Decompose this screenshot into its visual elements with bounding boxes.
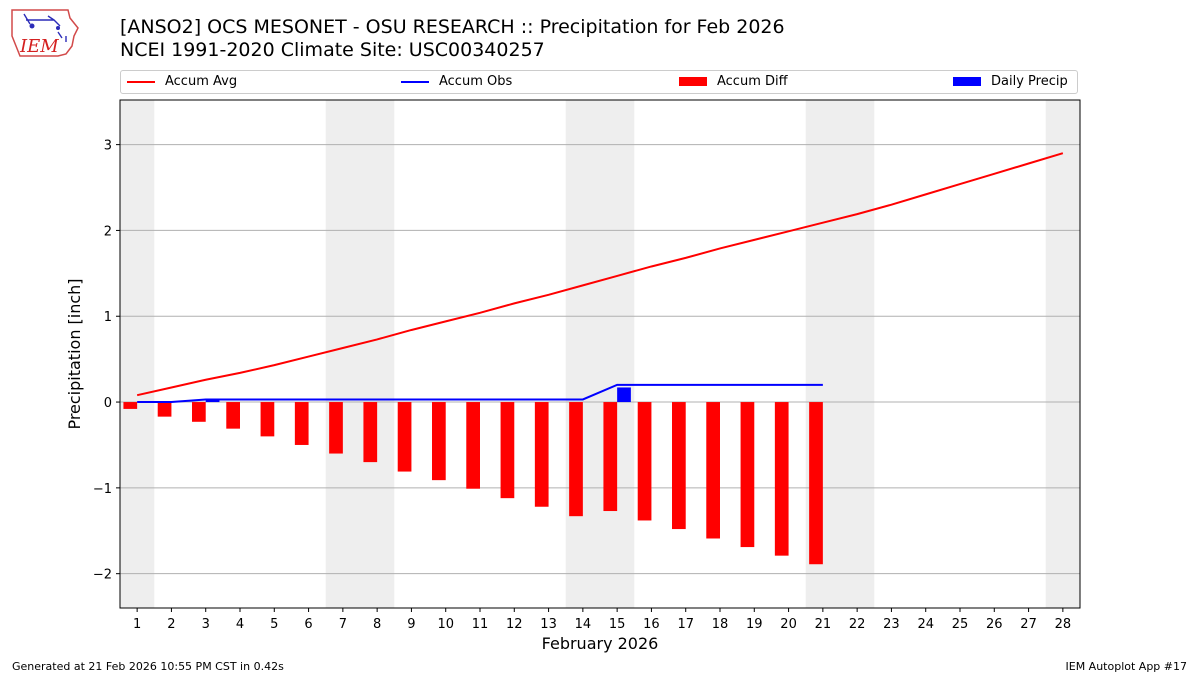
footer-generated: Generated at 21 Feb 2026 10:55 PM CST in… bbox=[12, 660, 284, 673]
ytick-label-0: −2 bbox=[93, 568, 112, 583]
accum-diff-bar-6 bbox=[294, 402, 309, 445]
daily-precip-bar-15 bbox=[617, 387, 631, 403]
legend-item-accum-avg: Accum Avg bbox=[127, 74, 237, 89]
xtick-label-25: 25 bbox=[952, 617, 969, 632]
weekend-shade-1 bbox=[120, 100, 155, 608]
accum-diff-bar-16 bbox=[637, 402, 652, 521]
xtick-label-8: 8 bbox=[373, 617, 381, 632]
legend-swatch-accum-obs bbox=[401, 80, 429, 83]
xtick-label-23: 23 bbox=[883, 617, 900, 632]
xtick-label-19: 19 bbox=[746, 617, 763, 632]
xtick-label-11: 11 bbox=[472, 617, 489, 632]
legend-swatch-accum-avg bbox=[127, 80, 155, 83]
xtick-label-27: 27 bbox=[1020, 617, 1037, 632]
xtick-label-10: 10 bbox=[437, 617, 454, 632]
xtick-label-13: 13 bbox=[540, 617, 557, 632]
accum-avg-line bbox=[136, 152, 1064, 397]
footer-app: IEM Autoplot App #17 bbox=[1065, 660, 1188, 673]
accum-diff-bar-5 bbox=[260, 402, 275, 437]
accum-diff-bar-7 bbox=[329, 402, 343, 454]
xtick-label-28: 28 bbox=[1055, 617, 1072, 632]
xtick-label-6: 6 bbox=[304, 617, 312, 632]
legend-swatch-accum-diff bbox=[679, 77, 707, 86]
iem-logo: IEM bbox=[8, 6, 80, 58]
legend-item-accum-diff: Accum Diff bbox=[679, 74, 788, 89]
legend: Accum Avg Accum Obs Accum Diff Daily Pre… bbox=[120, 70, 1078, 94]
weekend-shade-22 bbox=[840, 100, 875, 608]
chart-subtitle: NCEI 1991-2020 Climate Site: USC00340257 bbox=[120, 39, 545, 61]
accum-diff-bar-19 bbox=[740, 402, 755, 548]
legend-label-accum-diff: Accum Diff bbox=[717, 74, 788, 89]
weekend-shade-14 bbox=[565, 100, 600, 608]
xtick-label-17: 17 bbox=[677, 617, 694, 632]
legend-label-accum-obs: Accum Obs bbox=[439, 74, 513, 89]
weekend-shade-28 bbox=[1045, 100, 1080, 608]
accum-diff-bar-11 bbox=[466, 402, 480, 489]
accum-diff-bar-12 bbox=[500, 402, 515, 499]
accum-diff-bar-17 bbox=[672, 402, 686, 530]
xtick-label-7: 7 bbox=[339, 617, 347, 632]
ytick-label-4: 2 bbox=[104, 224, 112, 239]
xtick-label-24: 24 bbox=[917, 617, 934, 632]
xtick-label-14: 14 bbox=[575, 617, 592, 632]
y-axis-label: Precipitation [inch] bbox=[65, 278, 84, 429]
xtick-label-1: 1 bbox=[133, 617, 141, 632]
accum-diff-bar-10 bbox=[432, 402, 446, 481]
accum-diff-bar-21 bbox=[809, 402, 823, 565]
accum-diff-bar-15 bbox=[603, 402, 618, 512]
weekend-shade-7 bbox=[325, 100, 360, 608]
weekend-shade-8 bbox=[360, 100, 395, 608]
accum-diff-bar-4 bbox=[226, 402, 240, 429]
accum-diff-bar-1 bbox=[123, 402, 138, 409]
chart-title: [ANSO2] OCS MESONET - OSU RESEARCH :: Pr… bbox=[120, 16, 785, 38]
ytick-label-3: 1 bbox=[104, 310, 112, 325]
ytick-label-5: 3 bbox=[104, 139, 112, 154]
xtick-label-5: 5 bbox=[270, 617, 278, 632]
xtick-label-21: 21 bbox=[815, 617, 832, 632]
xtick-label-9: 9 bbox=[407, 617, 415, 632]
xtick-label-4: 4 bbox=[236, 617, 244, 632]
ytick-label-1: −1 bbox=[93, 482, 112, 497]
accum-diff-bar-14 bbox=[569, 402, 583, 517]
legend-item-accum-obs: Accum Obs bbox=[401, 74, 512, 89]
accum-diff-bar-18 bbox=[706, 402, 720, 539]
daily-precip-bar-3 bbox=[205, 399, 220, 403]
xtick-label-3: 3 bbox=[202, 617, 210, 632]
accum-diff-bar-20 bbox=[774, 402, 789, 556]
xtick-label-2: 2 bbox=[167, 617, 175, 632]
xtick-label-12: 12 bbox=[506, 617, 523, 632]
legend-swatch-daily-precip bbox=[953, 77, 981, 86]
xtick-label-26: 26 bbox=[986, 617, 1003, 632]
xtick-label-16: 16 bbox=[643, 617, 660, 632]
accum-diff-bar-2 bbox=[157, 402, 172, 417]
accum-diff-bar-9 bbox=[397, 402, 412, 472]
accum-diff-bar-8 bbox=[363, 402, 378, 463]
plot-frame bbox=[119, 99, 1081, 609]
xtick-label-20: 20 bbox=[780, 617, 797, 632]
weekend-shade-15 bbox=[600, 100, 635, 608]
legend-label-daily-precip: Daily Precip bbox=[991, 74, 1068, 89]
logo-text: IEM bbox=[19, 36, 59, 57]
ytick-label-2: 0 bbox=[104, 396, 112, 411]
xtick-label-22: 22 bbox=[849, 617, 866, 632]
accum-diff-bar-3 bbox=[192, 402, 206, 422]
legend-label-accum-avg: Accum Avg bbox=[165, 74, 238, 89]
iowa-map-icon: IEM bbox=[11, 9, 79, 57]
accum-diff-bar-13 bbox=[534, 402, 549, 507]
xtick-label-18: 18 bbox=[712, 617, 729, 632]
legend-item-daily-precip: Daily Precip bbox=[953, 74, 1068, 89]
xtick-label-15: 15 bbox=[609, 617, 626, 632]
x-axis-label: February 2026 bbox=[542, 634, 659, 653]
accum-obs-line bbox=[137, 383, 823, 404]
